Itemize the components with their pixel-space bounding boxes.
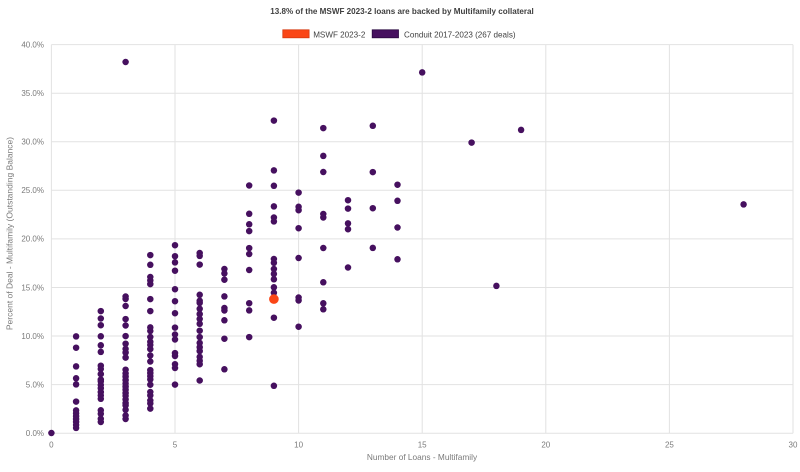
svg-text:30.0%: 30.0% — [21, 138, 44, 147]
svg-text:10: 10 — [294, 440, 303, 449]
svg-text:Percent of Deal - Multifamily: Percent of Deal - Multifamily (Outstandi… — [5, 137, 15, 330]
svg-text:25: 25 — [665, 440, 674, 449]
svg-text:10.0%: 10.0% — [21, 332, 44, 341]
svg-text:Number of Loans - Multifamily: Number of Loans - Multifamily — [367, 452, 478, 462]
svg-text:0: 0 — [49, 440, 54, 449]
svg-text:20.0%: 20.0% — [21, 235, 44, 244]
svg-text:35.0%: 35.0% — [21, 89, 44, 98]
svg-text:0.0%: 0.0% — [26, 429, 44, 438]
svg-text:Conduit 2017-2023 (267 deals): Conduit 2017-2023 (267 deals) — [404, 30, 516, 39]
svg-text:20: 20 — [541, 440, 550, 449]
svg-text:25.0%: 25.0% — [21, 186, 44, 195]
svg-text:13.8% of the MSWF 2023-2 loans: 13.8% of the MSWF 2023-2 loans are backe… — [270, 7, 534, 16]
svg-text:15: 15 — [418, 440, 427, 449]
svg-text:5.0%: 5.0% — [26, 380, 44, 389]
svg-text:5: 5 — [173, 440, 178, 449]
svg-text:MSWF 2023-2: MSWF 2023-2 — [313, 30, 366, 39]
svg-text:15.0%: 15.0% — [21, 283, 44, 292]
svg-text:40.0%: 40.0% — [21, 40, 44, 49]
svg-text:30: 30 — [789, 440, 798, 449]
